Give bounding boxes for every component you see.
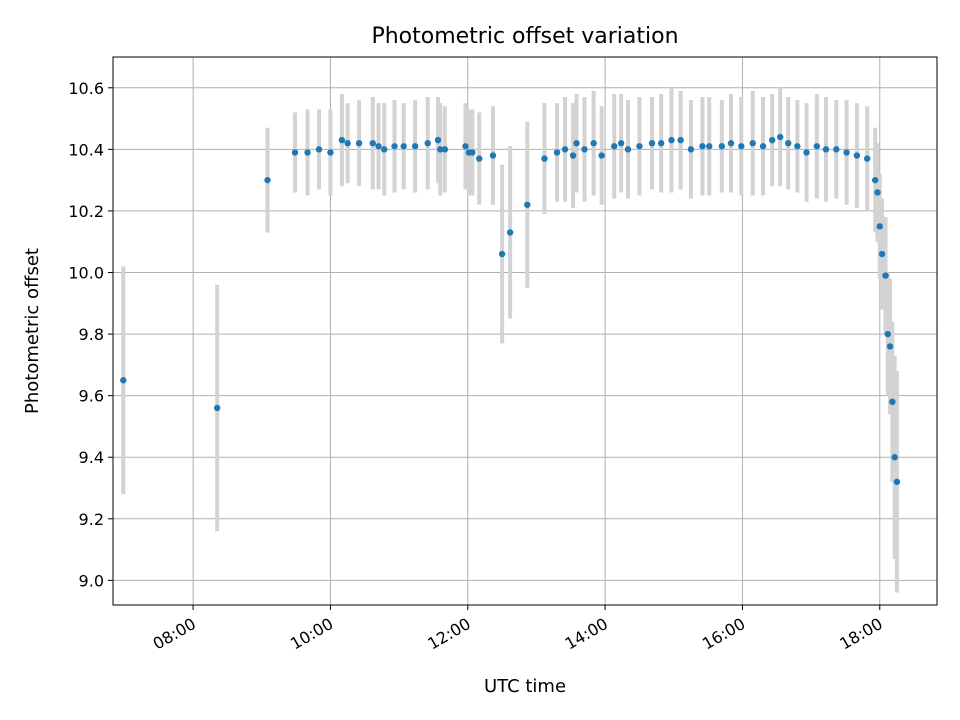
data-point <box>381 146 388 153</box>
data-point <box>803 149 810 156</box>
data-points <box>120 133 901 486</box>
data-point <box>375 143 382 150</box>
x-axis-label: UTC time <box>484 676 566 697</box>
data-point <box>624 146 632 153</box>
data-point <box>878 250 886 258</box>
y-tick-label: 9.4 <box>79 448 104 467</box>
data-point <box>813 143 821 150</box>
data-point <box>777 133 784 141</box>
data-point <box>677 136 684 144</box>
data-point <box>657 140 665 147</box>
data-point <box>668 136 675 144</box>
data-point <box>553 149 561 156</box>
data-point <box>581 146 588 153</box>
chart-title: Photometric offset variation <box>371 24 678 49</box>
data-point <box>636 143 643 150</box>
data-point <box>738 143 745 150</box>
data-point <box>315 146 323 153</box>
data-point <box>524 201 531 208</box>
data-point <box>598 152 605 159</box>
data-point <box>411 143 419 150</box>
data-point <box>893 478 901 486</box>
data-point <box>573 140 580 147</box>
data-point <box>794 143 801 150</box>
y-tick-label: 10.2 <box>68 202 104 221</box>
data-point <box>843 149 850 156</box>
data-point <box>833 146 840 153</box>
data-point <box>213 404 221 412</box>
data-point <box>687 146 695 153</box>
data-point <box>876 223 883 230</box>
data-point <box>327 149 334 156</box>
y-tick-label: 10.6 <box>68 79 104 98</box>
data-point <box>441 146 449 153</box>
data-point <box>506 229 514 236</box>
plot-frame <box>112 56 938 606</box>
data-point <box>264 176 271 184</box>
data-point <box>291 149 299 156</box>
data-point <box>886 343 894 350</box>
data-point <box>437 146 444 153</box>
data-point <box>727 140 735 147</box>
data-point <box>769 136 776 144</box>
data-point <box>476 155 483 162</box>
data-point <box>617 140 625 147</box>
data-point <box>338 136 346 144</box>
data-point <box>749 140 756 147</box>
data-point <box>469 149 476 156</box>
data-point <box>355 140 363 147</box>
data-point <box>304 149 311 156</box>
data-point <box>590 140 597 147</box>
y-tick-label: 9.8 <box>79 325 104 344</box>
data-point <box>369 140 376 147</box>
data-point <box>891 454 898 461</box>
data-point <box>785 140 792 147</box>
data-point <box>498 250 506 258</box>
data-point <box>611 143 618 150</box>
data-point <box>874 189 881 196</box>
y-tick-label: 10.0 <box>68 264 104 283</box>
y-axis-label: Photometric offset <box>22 248 43 414</box>
data-point <box>344 140 351 147</box>
data-point <box>759 143 767 150</box>
y-axis-ticks: 9.0 9.2 9.4 9.6 9.8 10.0 10.2 10.4 10.6 <box>68 79 113 590</box>
data-point <box>718 143 726 150</box>
y-tick-label: 10.4 <box>68 140 104 159</box>
data-point <box>822 146 830 153</box>
data-point <box>569 152 577 159</box>
data-point <box>706 143 713 150</box>
y-tick-label: 9.6 <box>79 387 104 406</box>
data-point <box>872 176 879 184</box>
data-point <box>853 152 861 159</box>
data-point <box>424 140 431 147</box>
data-point <box>120 377 127 384</box>
data-point <box>434 136 442 144</box>
data-point <box>391 143 398 150</box>
data-point <box>882 272 889 279</box>
data-point <box>884 330 891 338</box>
data-point <box>541 155 548 162</box>
y-tick-label: 9.0 <box>79 571 104 590</box>
data-point <box>889 398 896 406</box>
data-point <box>561 146 569 153</box>
data-point <box>699 143 706 150</box>
data-point <box>400 143 407 150</box>
y-tick-label: 9.2 <box>79 510 104 529</box>
data-point <box>863 155 871 162</box>
data-point <box>489 152 497 159</box>
data-point <box>648 140 656 147</box>
data-point <box>462 143 469 150</box>
